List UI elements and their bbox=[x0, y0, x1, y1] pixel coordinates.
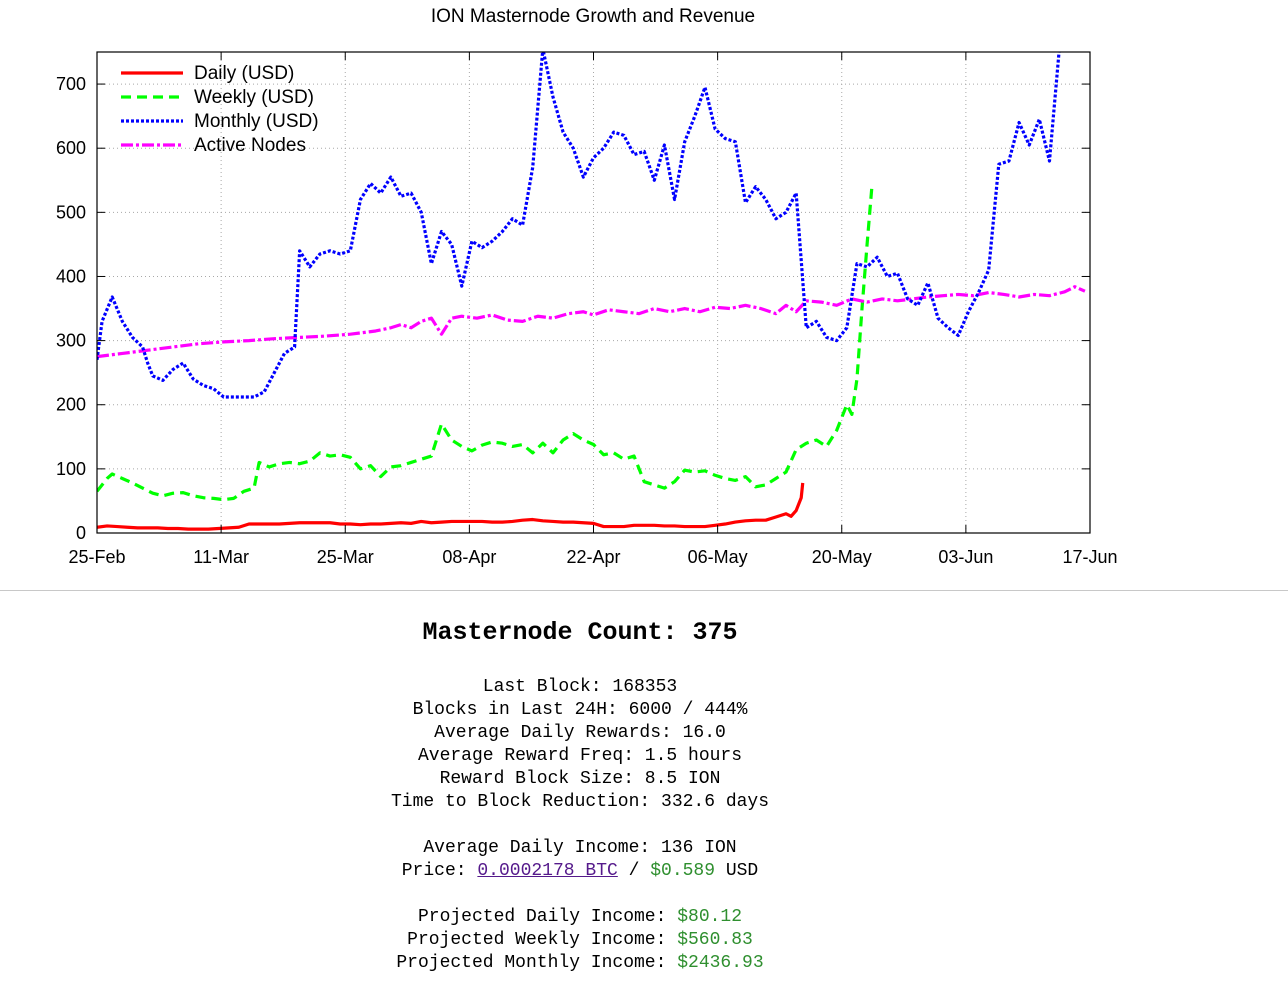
legend-label-monthly-usd: Monthly (USD) bbox=[194, 111, 319, 132]
avg-daily-rewards: Average Daily Rewards: 16.0 bbox=[0, 722, 1160, 745]
x-tick-label: 03-Jun bbox=[938, 547, 993, 567]
price-btc-link[interactable]: 0.0002178 BTC bbox=[477, 861, 617, 881]
legend-label-active-nodes: Active Nodes bbox=[194, 135, 306, 156]
projected-daily-value: $80.12 bbox=[677, 907, 742, 927]
spacer bbox=[0, 814, 1160, 837]
avg-daily-income: Average Daily Income: 136 ION bbox=[0, 837, 1160, 860]
price-separator: / bbox=[618, 861, 650, 881]
time-to-block-reduction: Time to Block Reduction: 332.6 days bbox=[0, 791, 1160, 814]
chart-title: ION Masternode Growth and Revenue bbox=[431, 6, 755, 27]
last-block: Last Block: 168353 bbox=[0, 676, 1160, 699]
projected-weekly-income: Projected Weekly Income: $560.83 bbox=[0, 929, 1160, 952]
chart-area: ION Masternode Growth and Revenue 0 100 20… bbox=[0, 0, 1288, 590]
projected-monthly-income: Projected Monthly Income: $2436.93 bbox=[0, 952, 1160, 975]
price-usd: $0.589 bbox=[650, 861, 715, 881]
y-tick-label: 600 bbox=[56, 138, 86, 158]
x-tick-label: 17-Jun bbox=[1062, 547, 1117, 567]
projected-weekly-label: Projected Weekly Income: bbox=[407, 930, 677, 950]
x-tick-label: 06-May bbox=[688, 547, 748, 567]
masternode-count-title: Masternode Count: 375 bbox=[0, 616, 1160, 650]
legend-label-daily-usd: Daily (USD) bbox=[194, 63, 294, 84]
y-tick-label: 200 bbox=[56, 395, 86, 415]
growth-revenue-chart: ION Masternode Growth and Revenue 0 100 20… bbox=[0, 0, 1288, 590]
legend: Daily (USD) Weekly (USD) Monthly (USD) Acti… bbox=[121, 63, 319, 156]
reward-block-size: Reward Block Size: 8.5 ION bbox=[0, 768, 1160, 791]
y-tick-label: 100 bbox=[56, 459, 86, 479]
projected-monthly-label: Projected Monthly Income: bbox=[396, 953, 677, 973]
projected-monthly-value: $2436.93 bbox=[677, 953, 763, 973]
y-tick-label: 300 bbox=[56, 331, 86, 351]
series-line-active-nodes bbox=[97, 287, 1085, 357]
price-label: Price: bbox=[402, 861, 478, 881]
x-tick-label: 08-Apr bbox=[442, 547, 496, 567]
x-tick-label: 22-Apr bbox=[566, 547, 620, 567]
projected-daily-label: Projected Daily Income: bbox=[418, 907, 677, 927]
x-tick-label: 25-Mar bbox=[317, 547, 374, 567]
projected-daily-income: Projected Daily Income: $80.12 bbox=[0, 906, 1160, 929]
projected-weekly-value: $560.83 bbox=[677, 930, 753, 950]
x-tick-label: 25-Feb bbox=[68, 547, 125, 567]
y-tick-label: 0 bbox=[76, 523, 86, 543]
price-line: Price: 0.0002178 BTC / $0.589 USD bbox=[0, 860, 1160, 883]
price-unit: USD bbox=[715, 861, 758, 881]
series-line-weekly-usd bbox=[97, 183, 872, 499]
x-tick-label: 11-Mar bbox=[193, 547, 249, 567]
series-line-daily-usd bbox=[97, 483, 803, 529]
avg-reward-freq: Average Reward Freq: 1.5 hours bbox=[0, 745, 1160, 768]
y-tick-label: 500 bbox=[56, 202, 86, 222]
blocks-last-24h: Blocks in Last 24H: 6000 / 444% bbox=[0, 699, 1160, 722]
x-tick-label: 20-May bbox=[812, 547, 872, 567]
y-tick-label: 400 bbox=[56, 266, 86, 286]
section-divider bbox=[0, 590, 1288, 591]
spacer bbox=[0, 883, 1160, 906]
y-tick-label: 700 bbox=[56, 74, 86, 94]
legend-label-weekly-usd: Weekly (USD) bbox=[194, 87, 314, 108]
stats-panel: Masternode Count: 375 Last Block: 168353… bbox=[0, 616, 1160, 975]
